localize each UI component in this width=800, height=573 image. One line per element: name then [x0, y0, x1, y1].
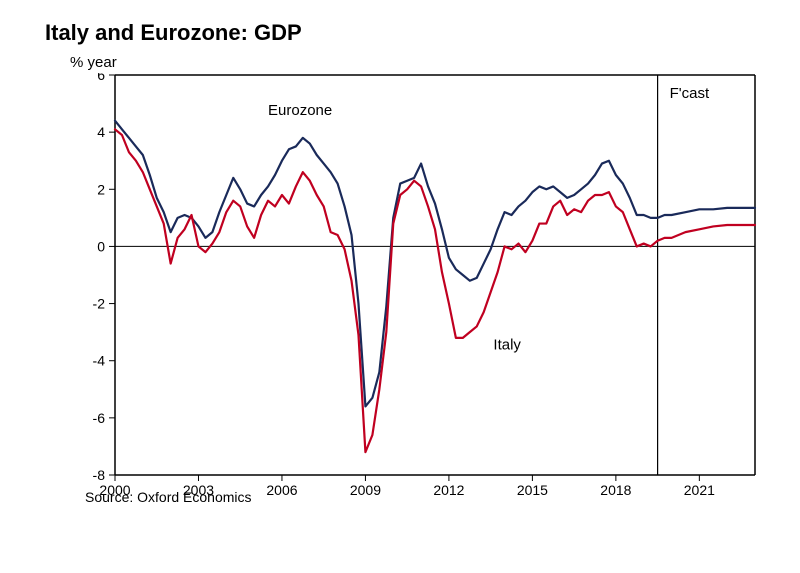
- gdp-chart: Italy and Eurozone: GDP % year -8 -6 -4 -2 0…: [45, 20, 765, 550]
- svg-text:0: 0: [97, 238, 105, 254]
- chart-title: Italy and Eurozone: GDP: [45, 20, 765, 46]
- svg-text:-6: -6: [93, 410, 106, 426]
- svg-text:2003: 2003: [183, 482, 214, 498]
- svg-text:2021: 2021: [684, 482, 715, 498]
- svg-text:2000: 2000: [99, 482, 130, 498]
- svg-text:2006: 2006: [266, 482, 297, 498]
- svg-text:-4: -4: [93, 353, 106, 369]
- svg-text:2012: 2012: [433, 482, 464, 498]
- svg-text:2015: 2015: [517, 482, 548, 498]
- plot-area: -8-6-4-202462000200320062009201220152018…: [80, 73, 760, 483]
- svg-text:Eurozone: Eurozone: [268, 102, 332, 119]
- svg-text:4: 4: [97, 124, 105, 140]
- svg-text:2018: 2018: [600, 482, 631, 498]
- svg-text:Italy: Italy: [493, 336, 521, 353]
- svg-text:2: 2: [97, 181, 105, 197]
- plot-svg: -8 -6 -4 -2 0 2 4 6 2000 2003 2006 2009 2012 2015 2018…: [80, 73, 760, 499]
- y-axis-label: % year: [70, 54, 765, 71]
- svg-text:F'cast: F'cast: [670, 85, 710, 102]
- svg-text:2009: 2009: [350, 482, 381, 498]
- svg-text:6: 6: [97, 73, 105, 83]
- svg-text:-2: -2: [93, 296, 106, 312]
- svg-text:-8: -8: [93, 467, 106, 483]
